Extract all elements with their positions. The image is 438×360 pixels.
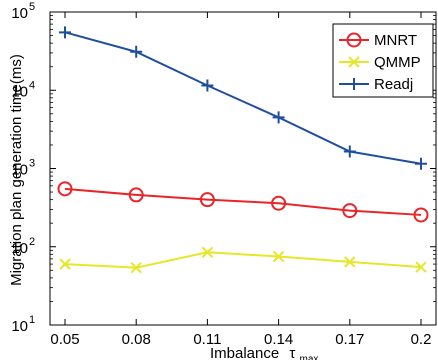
data-point-marker bbox=[346, 32, 362, 48]
y-tick-label: 10 bbox=[11, 162, 28, 179]
legend-items: MNRT QMMP Readj bbox=[339, 32, 421, 93]
data-point-marker bbox=[57, 181, 73, 197]
data-point-marker bbox=[348, 78, 360, 90]
data-point-marker bbox=[128, 187, 144, 203]
series-mnrt bbox=[57, 181, 429, 223]
series-qmmp bbox=[59, 246, 427, 274]
x-tick-label: 0.14 bbox=[264, 331, 293, 348]
y-tick-label-exponent: 4 bbox=[29, 79, 35, 91]
x-tick-label: 0.05 bbox=[50, 331, 79, 348]
y-axis-label: Migration plan generation time(ms) bbox=[8, 54, 25, 286]
x-tick-label: 0.17 bbox=[335, 331, 364, 348]
y-tick-label: 10 bbox=[11, 83, 28, 100]
data-point-marker bbox=[271, 195, 287, 211]
data-point-marker bbox=[59, 26, 71, 39]
data-point-marker bbox=[343, 145, 356, 158]
legend-label: QMMP bbox=[374, 54, 421, 71]
data-point-marker bbox=[199, 192, 215, 208]
x-axis-label-text: Imbalance bbox=[210, 345, 279, 360]
x-tick-label: 0.2 bbox=[411, 331, 432, 348]
series-line bbox=[64, 31, 422, 165]
y-tick-label-exponent: 2 bbox=[29, 236, 35, 248]
series-readj bbox=[59, 26, 427, 170]
series-line bbox=[64, 251, 422, 269]
x-tick-label: 0.11 bbox=[193, 331, 221, 348]
legend-label: MNRT bbox=[374, 32, 417, 49]
legend-item-mnrt: MNRT bbox=[339, 32, 417, 49]
legend-label: Readj bbox=[374, 76, 413, 93]
y-tick-label-exponent: 5 bbox=[29, 1, 35, 13]
data-point-marker bbox=[342, 203, 358, 219]
data-point-marker bbox=[130, 45, 143, 58]
x-axis-label: Imbalance τ max bbox=[210, 345, 318, 360]
data-point-marker bbox=[201, 246, 214, 258]
data-point-marker bbox=[348, 56, 360, 68]
y-tick-label: 10 bbox=[11, 240, 28, 257]
y-tick-label-exponent: 1 bbox=[29, 314, 35, 326]
legend-item-qmmp: QMMP bbox=[339, 54, 421, 71]
data-point-marker bbox=[130, 261, 142, 274]
data-point-marker bbox=[59, 258, 71, 270]
legend-item-readj: Readj bbox=[339, 76, 413, 93]
x-axis-ticks: 0.05 0.08 0.11 0.14 0.17 0.2 bbox=[50, 12, 431, 348]
series-line bbox=[64, 187, 422, 216]
data-point-marker bbox=[415, 157, 427, 170]
x-axis-label-subscript: max bbox=[300, 354, 319, 360]
x-tick-label: 0.08 bbox=[122, 331, 151, 348]
y-tick-label: 10 bbox=[11, 5, 28, 22]
x-axis-label-symbol: τ bbox=[289, 345, 295, 360]
data-point-marker bbox=[272, 250, 285, 263]
data-point-marker bbox=[201, 79, 214, 92]
data-point-marker bbox=[272, 111, 285, 124]
data-point-marker bbox=[344, 256, 356, 268]
y-tick-label: 10 bbox=[11, 318, 28, 335]
data-point-marker bbox=[415, 261, 427, 273]
series-layer bbox=[57, 26, 429, 274]
y-tick-label-exponent: 3 bbox=[29, 158, 35, 170]
data-point-marker bbox=[413, 207, 429, 223]
legend: MNRT QMMP Readj bbox=[332, 23, 434, 98]
